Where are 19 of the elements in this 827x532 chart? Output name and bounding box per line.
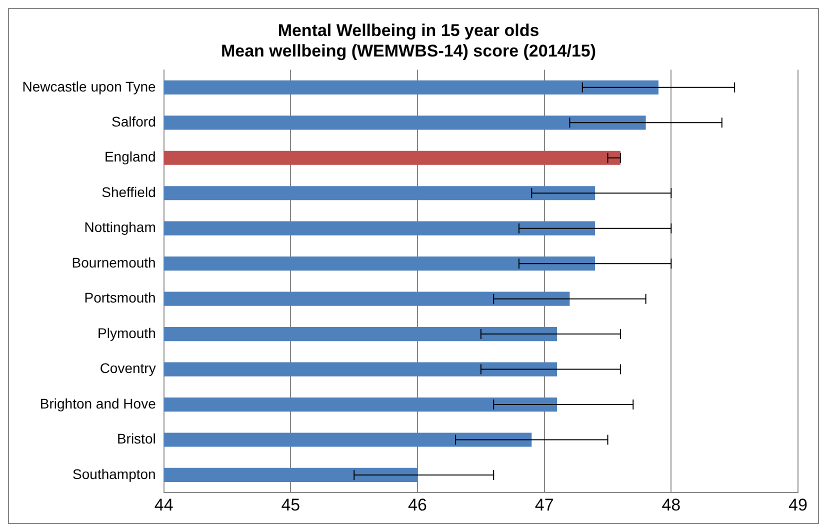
y-tick-label: Plymouth bbox=[97, 324, 156, 341]
x-tick-label: 45 bbox=[281, 495, 300, 514]
y-tick-label: Bristol bbox=[116, 430, 156, 447]
y-tick-label: Portsmouth bbox=[84, 290, 156, 306]
chart-title: Mental Wellbeing in 15 year olds Mean wellbeing (WEMWBS-14) score (2014/15) bbox=[220, 20, 596, 60]
y-tick-label: Sheffield bbox=[102, 184, 156, 200]
y-tick-label: Nottingham bbox=[84, 219, 156, 236]
y-tick-label: Brighton and Hove bbox=[40, 395, 156, 412]
y-tick-label: Bournemouth bbox=[72, 254, 156, 270]
y-tick-label: Newcastle upon Tyne bbox=[22, 78, 156, 94]
y-tick-label: Coventry bbox=[100, 360, 156, 376]
x-tick-label: 48 bbox=[662, 495, 681, 514]
y-tick-label: Southampton bbox=[72, 466, 156, 482]
x-tick-label: 46 bbox=[408, 495, 427, 514]
x-tick-label: 49 bbox=[788, 495, 808, 514]
y-tick-label: England bbox=[104, 148, 156, 165]
x-tick-label: 44 bbox=[154, 495, 174, 514]
y-tick-label: Salford bbox=[111, 114, 156, 130]
x-tick-label: 47 bbox=[534, 495, 554, 514]
